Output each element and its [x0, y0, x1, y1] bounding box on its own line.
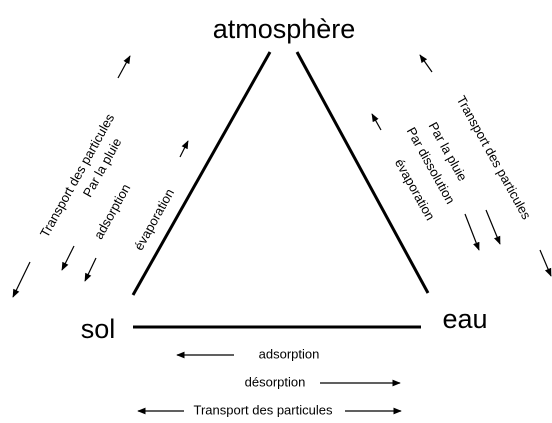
- arrow: [371, 113, 382, 131]
- edge-label: évaporation: [131, 186, 177, 253]
- arrow: [464, 213, 480, 251]
- node-label: sol: [81, 314, 116, 344]
- edge-label: Transport des particules: [454, 93, 535, 222]
- arrow: [179, 140, 189, 158]
- edge-label: adsorption: [259, 346, 320, 361]
- node-label: atmosphère: [213, 14, 356, 44]
- edge-right: [295, 51, 430, 294]
- arrow: [61, 245, 75, 271]
- edge-left: [131, 51, 272, 296]
- arrow: [84, 257, 97, 282]
- arrow: [12, 261, 31, 298]
- edge-label: Transport des particules: [194, 402, 333, 417]
- arrow: [539, 249, 552, 277]
- node-label: eau: [442, 304, 487, 334]
- edge-label: désorption: [245, 374, 306, 389]
- arrow: [117, 55, 131, 79]
- arrow: [485, 209, 501, 245]
- arrow: [419, 54, 433, 73]
